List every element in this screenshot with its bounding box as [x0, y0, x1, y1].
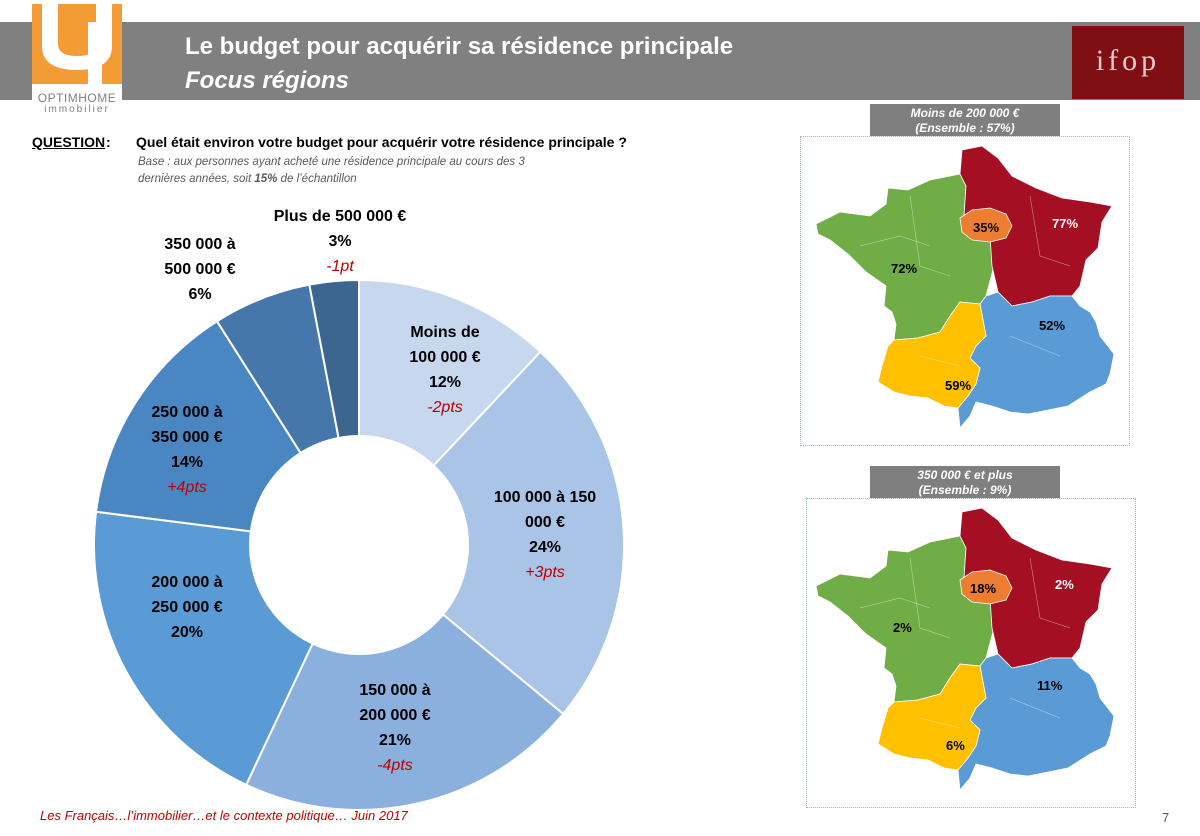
- donut-slice-1: [432, 350, 625, 716]
- region-paris: [959, 569, 1013, 605]
- map-bottom-north-east-value: 2%: [1055, 577, 1074, 592]
- region-south-west: [877, 663, 987, 771]
- map-top-south-east-value: 52%: [1039, 318, 1066, 333]
- value-label: 21%: [378, 732, 412, 749]
- map-bottom-title: 350 000 € et plus: [917, 468, 1013, 482]
- region-south-west: [877, 301, 987, 409]
- label-plus-500k: Plus de 500 000 € 3% -1pt: [240, 204, 440, 279]
- question-colon: :: [106, 134, 111, 150]
- base-bold: 15%: [254, 173, 278, 185]
- label-line: 250 000 €: [151, 599, 223, 616]
- delta-label: -4pts: [377, 757, 413, 774]
- map-bottom-south-west-value: 6%: [946, 738, 965, 753]
- base-suffix: de l’échantillon: [277, 173, 357, 185]
- label-200k-250k: 200 000 à 250 000 € 20%: [112, 570, 262, 645]
- map-top-west-value: 72%: [891, 261, 918, 276]
- donut-slice-2: [244, 613, 565, 811]
- page-subtitle: Focus régions: [185, 67, 350, 94]
- donut-slice-6: [308, 278, 360, 440]
- label-line: 250 000 à: [151, 404, 223, 421]
- map-top-ensemble: (Ensemble : 57%): [915, 121, 1015, 135]
- value-label: 14%: [170, 454, 204, 471]
- page-number: 7: [1162, 810, 1170, 825]
- label-line: 000 €: [524, 514, 566, 531]
- value-label: 24%: [528, 539, 562, 556]
- delta-label: -1pt: [326, 258, 354, 275]
- footer-text: Les Français…l’immobilier…et le contexte…: [40, 808, 408, 823]
- map-bottom-west-value: 2%: [893, 620, 912, 635]
- label-250k-350k: 250 000 à 350 000 € 14% +4pts: [112, 400, 262, 500]
- label-line: Moins de: [410, 324, 480, 341]
- label-100k-150k: 100 000 à 150 000 € 24% +3pts: [470, 485, 620, 585]
- label-line: 100 000 à 150: [493, 489, 597, 506]
- label-line: 100 000 €: [409, 349, 481, 366]
- label-350k-500k: 350 000 à 500 000 € 6%: [125, 232, 275, 307]
- map-top-paris-value: 35%: [973, 220, 1000, 235]
- page-title: Le budget pour acquérir sa résidence pri…: [185, 33, 734, 60]
- label-line: Plus de 500 000 €: [273, 208, 407, 225]
- logo-line1: OPTIMHOME: [37, 91, 117, 105]
- label-line: 200 000 à: [151, 574, 223, 591]
- donut-chart: [93, 278, 625, 811]
- logo-line2: immobilier: [44, 104, 110, 115]
- value-label: 20%: [170, 624, 204, 641]
- france-map-top: [815, 145, 1115, 429]
- label-line: 200 000 €: [359, 707, 431, 724]
- label-moins-100k: Moins de 100 000 € 12% -2pts: [360, 320, 530, 420]
- optimhome-logo-text: OPTIMHOME immobilier: [32, 92, 122, 116]
- value-label: 12%: [428, 374, 462, 391]
- question-text: Quel était environ votre budget pour acq…: [136, 134, 627, 150]
- base-prefix: Base : aux personnes ayant acheté une ré…: [138, 156, 525, 185]
- map-bottom-header: 350 000 € et plus (Ensemble : 9%): [870, 466, 1060, 504]
- france-map-bottom: [815, 507, 1115, 791]
- value-label: 6%: [188, 286, 212, 303]
- region-paris: [959, 207, 1013, 243]
- label-line: 500 000 €: [164, 261, 236, 278]
- ifop-logo: [1072, 26, 1184, 99]
- delta-label: +4pts: [167, 479, 207, 496]
- map-bottom-south-east-value: 11%: [1037, 678, 1063, 693]
- question-base: Base : aux personnes ayant acheté une ré…: [138, 154, 558, 188]
- delta-label: +3pts: [525, 564, 565, 581]
- map-top-header: Moins de 200 000 € (Ensemble : 57%): [870, 104, 1060, 142]
- donut-slice-3: [93, 510, 314, 787]
- optimhome-logo-icon: [32, 4, 122, 84]
- map-top-north-east-value: 77%: [1052, 216, 1079, 231]
- value-label: 3%: [328, 233, 352, 250]
- donut-slice-0: [358, 278, 542, 467]
- label-line: 350 000 €: [151, 429, 223, 446]
- map-top-title: Moins de 200 000 €: [910, 106, 1020, 120]
- label-line: 350 000 à: [164, 236, 236, 253]
- label-line: 150 000 à: [359, 682, 431, 699]
- delta-label: -2pts: [427, 399, 463, 416]
- ifop-logo-text: ifop: [1095, 44, 1161, 77]
- header-bar: [0, 22, 1200, 100]
- map-top-south-west-value: 59%: [945, 378, 972, 393]
- question-label: QUESTION: [32, 134, 106, 150]
- label-150k-200k: 150 000 à 200 000 € 21% -4pts: [320, 678, 470, 778]
- map-bottom-paris-value: 18%: [970, 581, 997, 596]
- map-bottom-ensemble: (Ensemble : 9%): [918, 483, 1012, 497]
